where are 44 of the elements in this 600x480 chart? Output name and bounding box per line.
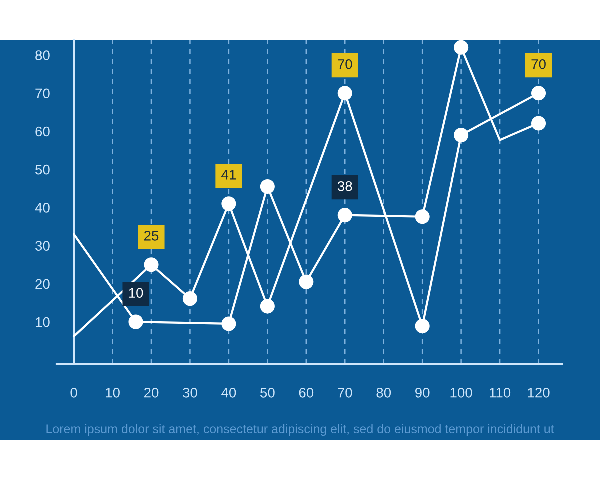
- point: [144, 258, 159, 272]
- point: [222, 316, 236, 332]
- data-label: 25: [144, 231, 159, 241]
- point: [454, 128, 469, 143]
- y-tick-label: 20: [36, 279, 50, 290]
- x-tick-label: 20: [144, 388, 159, 398]
- x-tick-label: 30: [183, 388, 198, 398]
- data-label: 10: [129, 288, 144, 298]
- point: [222, 196, 236, 212]
- point: [260, 179, 275, 194]
- point: [182, 292, 198, 306]
- x-tick-label: 90: [416, 388, 430, 398]
- x-tick-label: 60: [299, 388, 314, 398]
- data-label: 41: [222, 170, 236, 180]
- data-label: 70: [338, 59, 352, 70]
- point: [531, 86, 546, 101]
- y-tick-label: 10: [36, 317, 50, 328]
- point: [454, 40, 469, 55]
- x-tick-label: 0: [70, 388, 78, 398]
- x-tick-label: 120: [528, 388, 550, 398]
- text: Lorem ipsum dolor sit amet, consectetur adipiscing elit, sed do eiusmod tempor incididunt ut: [46, 424, 554, 436]
- x-tick-label: 10: [106, 388, 120, 398]
- x-tick-label: 50: [260, 388, 275, 398]
- y-tick-label: 80: [36, 50, 50, 60]
- point: [299, 274, 314, 290]
- point: [415, 318, 430, 334]
- point: [128, 314, 144, 330]
- y-tick-label: 30: [36, 241, 50, 252]
- point: [415, 210, 430, 224]
- data-label: 70: [532, 59, 546, 70]
- x-tick-label: 70: [338, 388, 352, 398]
- x-tick-label: 110: [490, 388, 511, 398]
- y-tick-label: 50: [36, 164, 50, 175]
- point: [260, 299, 275, 314]
- x-tick-label: 80: [376, 388, 392, 398]
- point: [338, 86, 352, 101]
- y-tick-label: 60: [36, 126, 50, 137]
- x-tick-label: 100: [450, 388, 472, 398]
- x-tick-label: 40: [222, 388, 236, 398]
- point: [338, 208, 352, 223]
- data-label: 38: [338, 181, 352, 192]
- y-tick-label: 40: [35, 203, 50, 213]
- y-tick-label: 70: [36, 88, 50, 99]
- point: [531, 116, 546, 131]
